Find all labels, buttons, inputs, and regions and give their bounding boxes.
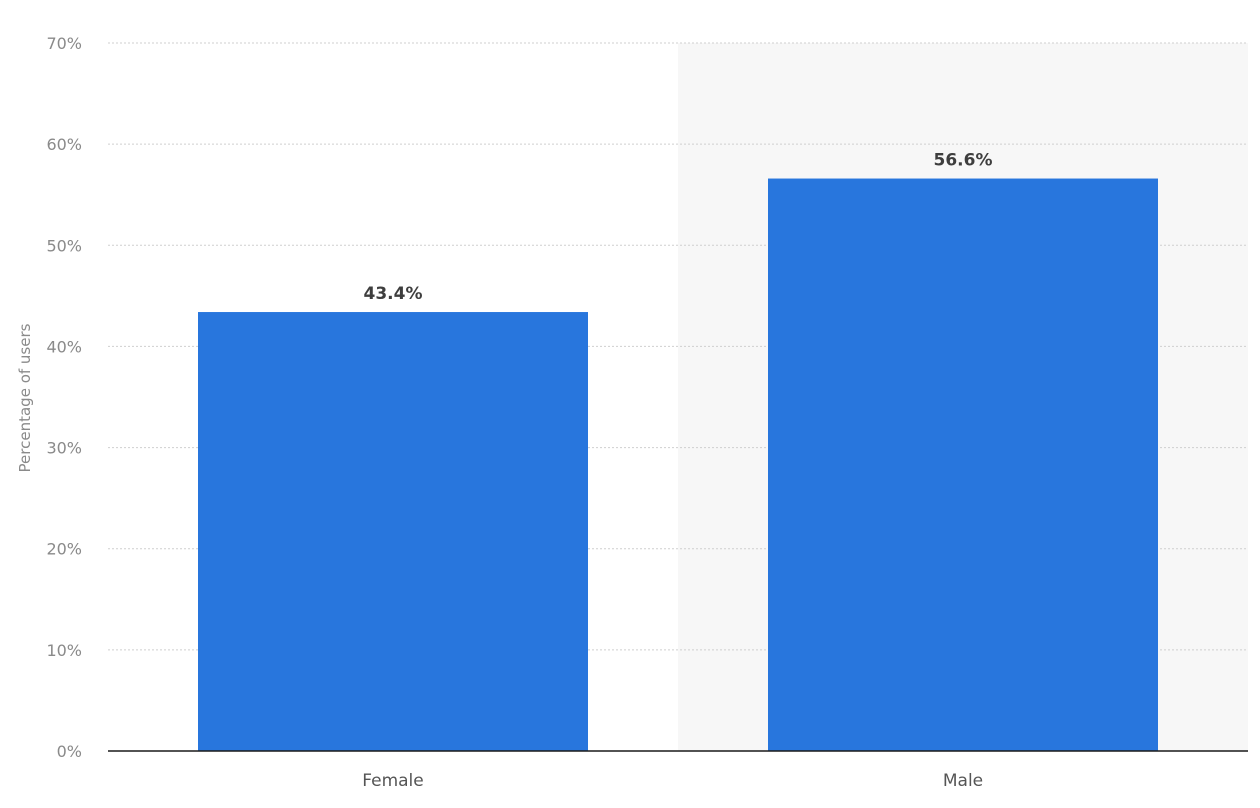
y-tick-label: 60%	[46, 135, 82, 154]
data-label: 56.6%	[934, 151, 993, 171]
y-tick-label: 0%	[57, 742, 82, 761]
y-tick-label: 70%	[46, 34, 82, 53]
bar-female	[198, 312, 588, 751]
y-tick-label: 50%	[46, 236, 82, 255]
labels: 0% 10% 20% 30% 40% 50% 60% 70% 43.4% Female 56.6% M…	[46, 34, 992, 791]
y-tick-label: 40%	[46, 337, 82, 356]
y-tick-label: 20%	[46, 540, 82, 559]
bar-male	[768, 178, 1158, 751]
x-tick-label: Male	[943, 771, 983, 791]
y-tick-label: 30%	[46, 439, 82, 458]
y-axis-title: Percentage of users	[16, 323, 34, 472]
bars	[198, 178, 1158, 751]
y-tick-label: 10%	[46, 641, 82, 660]
x-tick-label: Female	[362, 771, 423, 791]
data-label: 43.4%	[364, 284, 423, 304]
